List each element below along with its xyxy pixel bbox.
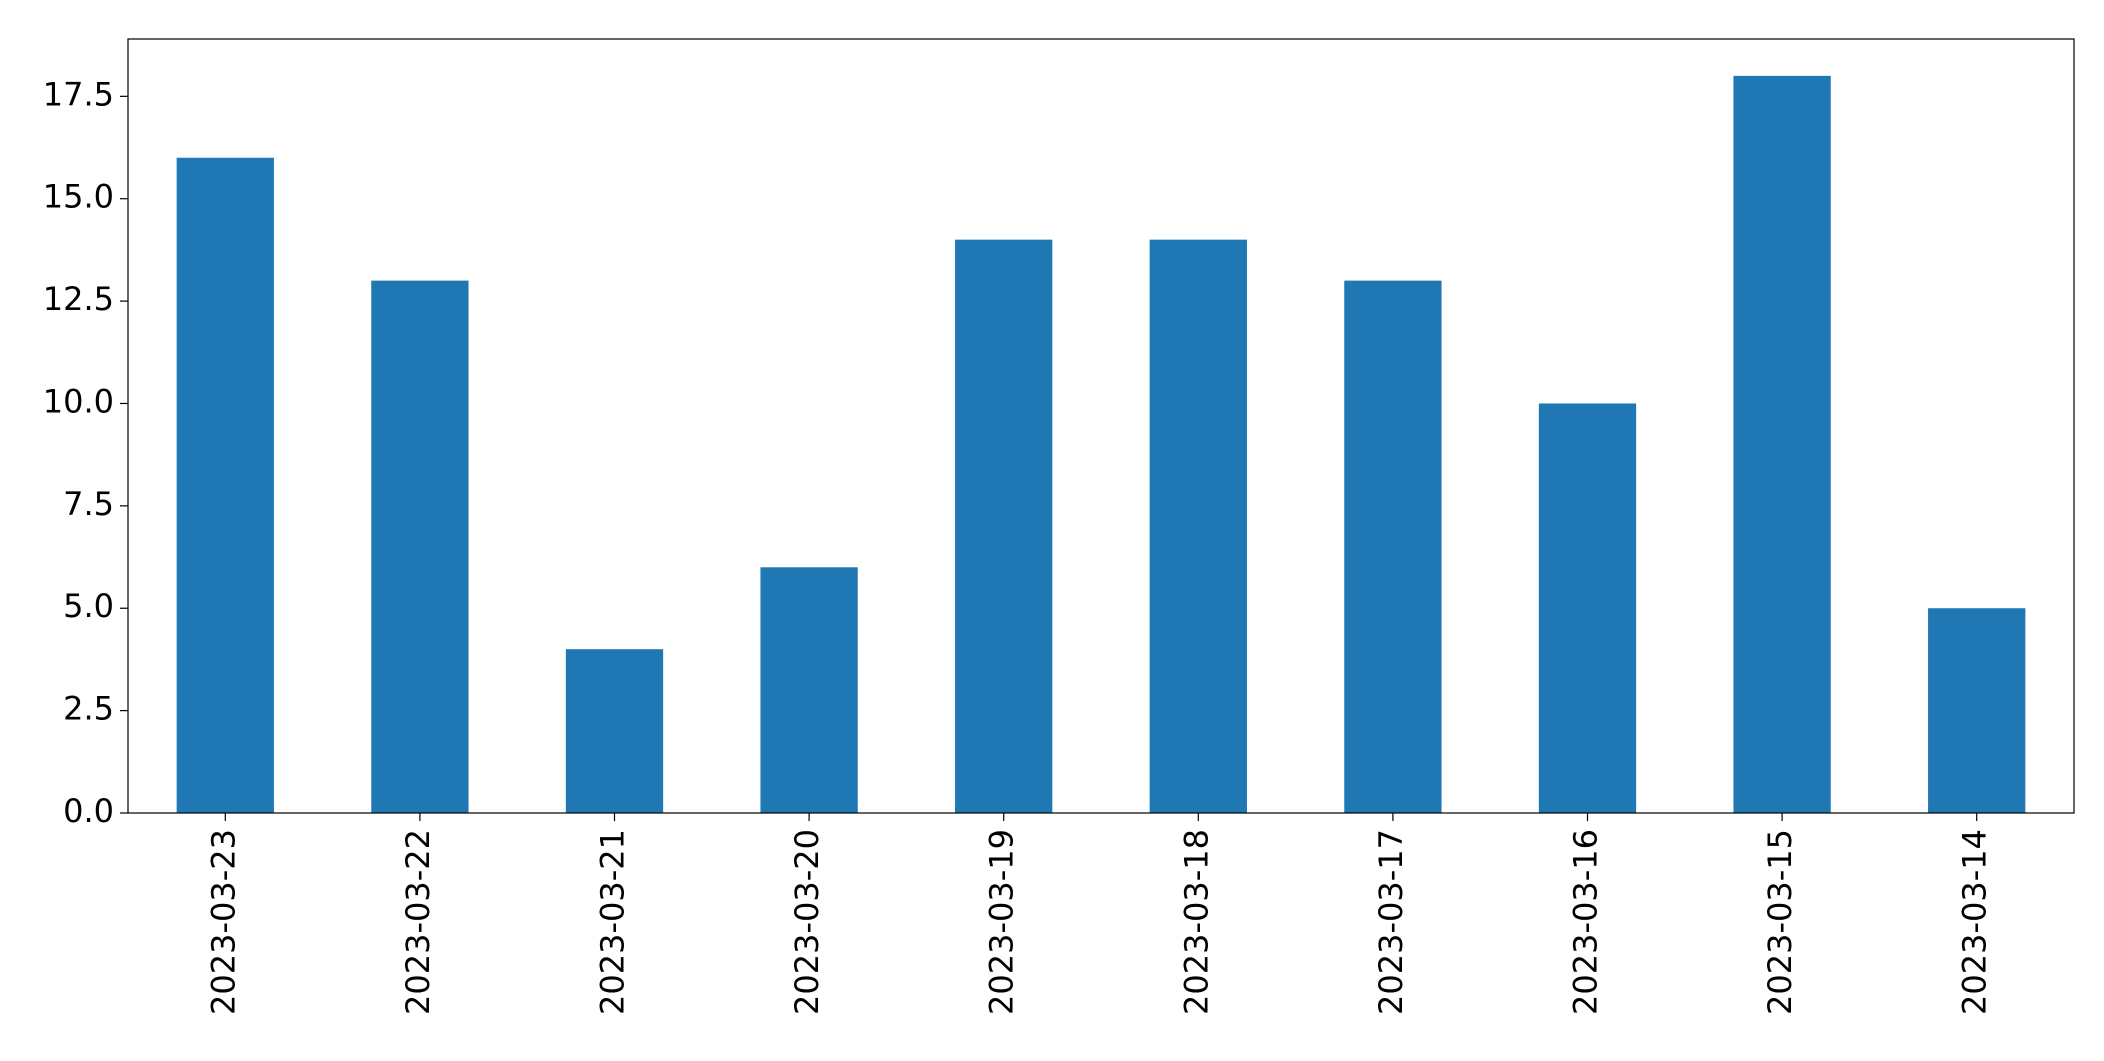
y-tick-label: 7.5 <box>63 485 114 523</box>
x-tick-label: 2023-03-21 <box>594 829 632 1015</box>
y-tick-label: 15.0 <box>43 178 114 216</box>
bar <box>371 280 469 814</box>
y-tick-label: 12.5 <box>43 280 114 318</box>
bar <box>1344 280 1442 814</box>
x-tick-label: 2023-03-22 <box>399 829 437 1015</box>
x-tick-label: 2023-03-14 <box>1956 829 1994 1015</box>
bar <box>1928 608 2026 813</box>
bar <box>760 567 858 813</box>
y-tick-label: 10.0 <box>43 382 114 420</box>
x-tick-label: 2023-03-23 <box>204 829 242 1015</box>
y-tick-label: 0.0 <box>63 792 114 830</box>
y-tick-label: 2.5 <box>63 690 114 728</box>
plot-frame <box>127 38 2075 814</box>
x-tick-label: 2023-03-19 <box>983 829 1021 1015</box>
x-tick-label: 2023-03-20 <box>788 829 826 1015</box>
x-tick-label: 2023-03-18 <box>1177 829 1215 1015</box>
bar <box>1733 75 1831 814</box>
x-tick-label: 2023-03-17 <box>1372 829 1410 1015</box>
x-tick-label: 2023-03-15 <box>1761 829 1799 1015</box>
bar <box>565 649 664 813</box>
y-tick-label: 5.0 <box>63 587 114 625</box>
bar <box>1538 403 1637 813</box>
x-tick-label: 2023-03-16 <box>1567 829 1605 1015</box>
bar <box>176 157 274 813</box>
bar <box>1149 239 1247 813</box>
bar <box>955 239 1053 813</box>
y-tick-label: 17.5 <box>43 75 114 113</box>
